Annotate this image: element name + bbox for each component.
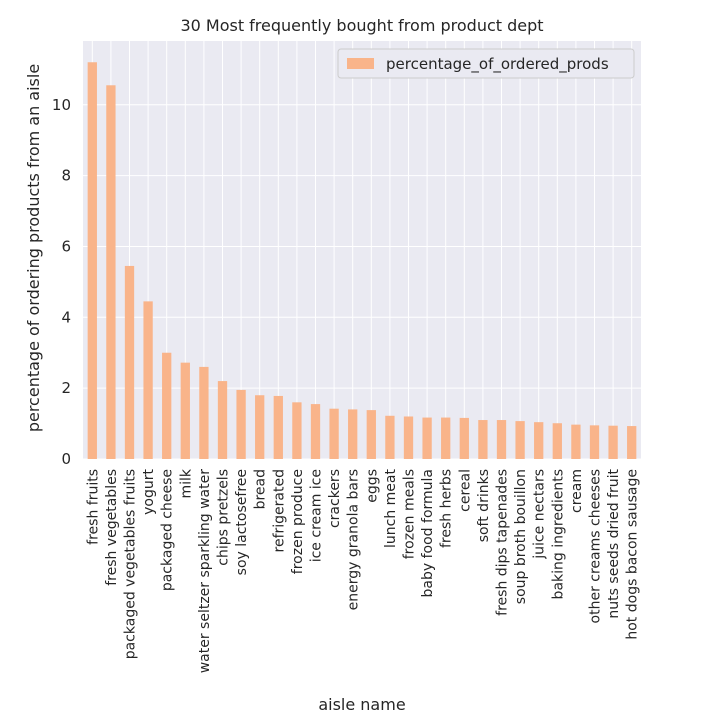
x-tick-label: lunch meat — [383, 468, 399, 547]
x-tick-label: water seltzer sparkling water — [197, 469, 213, 674]
bar — [441, 417, 451, 459]
bar — [496, 420, 507, 459]
x-tick-label: soup broth bouillon — [513, 469, 529, 604]
bar — [608, 425, 618, 459]
x-tick-label: cereal — [457, 469, 473, 512]
bar — [236, 389, 246, 459]
bar — [385, 415, 395, 459]
bar — [217, 381, 228, 459]
bar — [459, 417, 469, 459]
x-tick-label: soy lactosefree — [234, 469, 250, 575]
plot-background — [83, 41, 641, 459]
legend-label: percentage_of_ordered_prods — [386, 55, 609, 74]
bar — [478, 420, 488, 459]
legend-swatch — [347, 58, 374, 69]
x-tick-label: packaged cheese — [160, 469, 176, 591]
y-tick-label: 10 — [52, 96, 71, 114]
x-tick-label: nuts seeds dried fruit — [606, 469, 622, 619]
bar — [162, 352, 172, 459]
y-tick-label: 6 — [61, 237, 71, 255]
x-tick-label: energy granola bars — [346, 469, 362, 610]
x-tick-label: bread — [253, 469, 269, 509]
bar — [534, 422, 544, 459]
x-tick-label: hot dogs bacon sausage — [625, 469, 641, 640]
x-tick-label: frozen produce — [290, 469, 306, 574]
x-tick-label: baby food formula — [420, 469, 436, 597]
bar — [143, 301, 153, 459]
x-tick-label: chips pretzels — [216, 469, 232, 566]
x-tick-label: juice nectars — [532, 469, 548, 560]
chart-title: 30 Most frequently bought from product d… — [180, 16, 543, 35]
x-tick-label: fresh dips tapenades — [495, 469, 511, 616]
bar — [552, 423, 562, 459]
x-tick-label: ice cream ice — [309, 469, 325, 562]
bar — [180, 362, 190, 459]
y-tick-label: 4 — [61, 308, 71, 326]
bar — [255, 395, 265, 459]
bar — [627, 426, 637, 459]
bar — [106, 85, 116, 459]
bar — [199, 366, 209, 459]
y-tick-label: 0 — [61, 450, 71, 468]
x-tick-label: cream — [569, 469, 585, 513]
x-tick-label: yogurt — [141, 468, 157, 514]
x-axis-label: aisle name — [318, 695, 405, 714]
y-tick-label: 8 — [61, 167, 71, 185]
x-tick-label: other creams cheeses — [588, 469, 604, 623]
x-tick-label: packaged vegetables fruits — [123, 469, 139, 659]
bar — [310, 404, 321, 459]
x-tick-label: fresh herbs — [439, 469, 455, 548]
x-tick-label: baking ingredients — [550, 469, 566, 599]
x-tick-label: eggs — [364, 469, 380, 503]
y-tick-label: 2 — [61, 379, 71, 397]
bar — [515, 421, 525, 459]
legend — [337, 48, 635, 79]
x-tick-label: fresh fruits — [85, 469, 101, 545]
x-tick-label: milk — [178, 468, 194, 498]
x-tick-label: refrigerated — [271, 469, 287, 552]
bar — [403, 416, 414, 459]
bar — [348, 409, 358, 459]
bar — [273, 395, 283, 459]
x-tick-label: fresh vegetables — [104, 469, 120, 586]
bar — [124, 265, 135, 459]
bar — [87, 62, 97, 459]
bar — [329, 408, 339, 459]
bar — [292, 402, 302, 459]
x-tick-label: soft drinks — [476, 469, 492, 542]
x-tick-label: frozen meals — [402, 469, 418, 559]
bar — [589, 425, 600, 459]
bar — [571, 424, 581, 459]
x-tick-label: crackers — [327, 469, 343, 528]
bar — [422, 417, 432, 459]
y-axis-label: percentage of ordering products from an … — [24, 64, 43, 432]
bar — [366, 410, 376, 459]
